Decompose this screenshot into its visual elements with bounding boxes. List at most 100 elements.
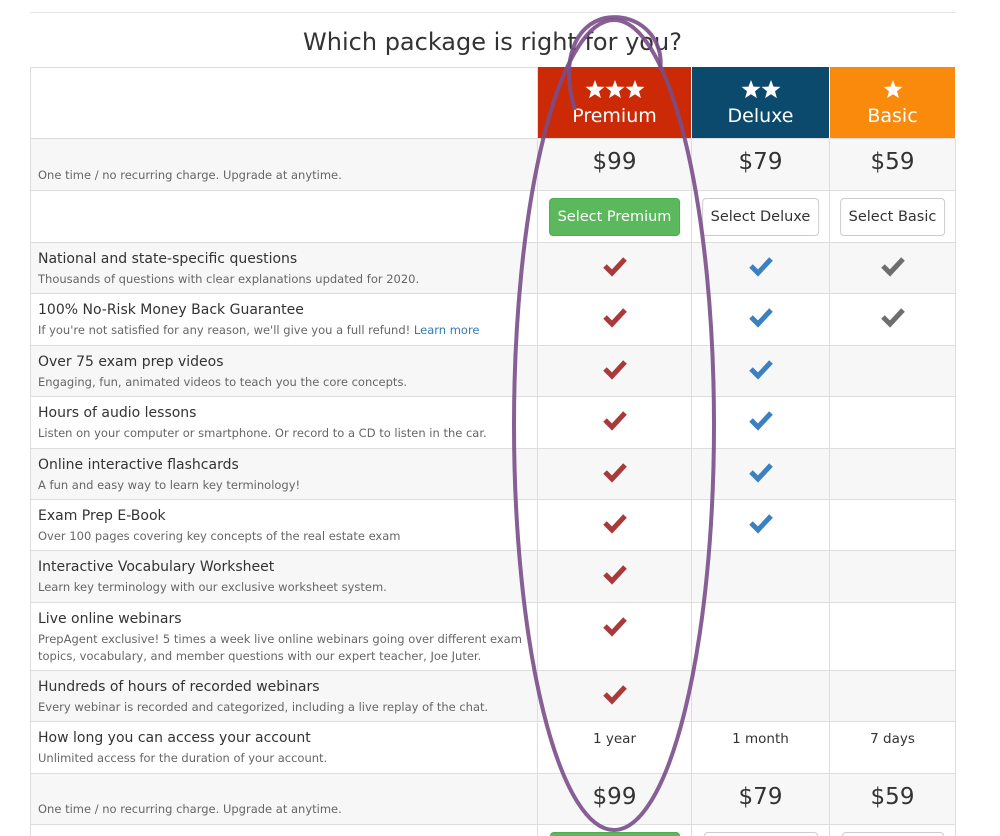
access-value-cell: 1 year	[538, 722, 692, 775]
feature-desc: Thousands of questions with clear explan…	[38, 271, 528, 288]
plan-name: Deluxe	[727, 105, 794, 127]
feature-desc-text: Over 100 pages covering key concepts of …	[38, 529, 401, 543]
star	[883, 80, 902, 99]
check-cell	[692, 243, 830, 295]
star	[605, 80, 624, 99]
check-stroke	[748, 360, 773, 380]
check-cell	[830, 448, 956, 500]
feature-desc-text: Engaging, fun, animated videos to teach …	[38, 374, 408, 389]
feature-title: Hours of audio lessons	[38, 405, 197, 422]
feature-desc: Every webinar is recorded and categorize…	[38, 699, 528, 716]
button-label-cell	[30, 191, 538, 243]
access-desc: Unlimited access for the duration of you…	[38, 751, 328, 766]
price: $79	[738, 784, 783, 811]
check-cell	[692, 670, 830, 723]
feature-desc: Over 100 pages covering key concepts of …	[38, 528, 528, 545]
access-value: 1 year	[593, 731, 636, 748]
stars	[585, 80, 644, 99]
select-button[interactable]: Select Basic	[839, 198, 946, 236]
feature-desc-text: Thousands of questions with clear explan…	[38, 272, 420, 286]
access-value: 7 days	[870, 731, 915, 748]
checkmark	[602, 514, 627, 534]
feature-title: National and state-specific questions	[38, 251, 298, 267]
check-cell	[538, 397, 692, 449]
checkmark	[748, 514, 773, 534]
button-cell	[538, 825, 692, 836]
feature-cell: Online interactive flashcards A fun and e…	[30, 448, 538, 500]
access-title: How long you can access your account	[38, 730, 311, 747]
check-cell	[692, 397, 830, 449]
feature-desc: PrepAgent exclusive! 5 times a week live…	[38, 631, 528, 665]
star	[741, 80, 760, 99]
check-cell	[830, 294, 956, 346]
check-cell	[830, 670, 956, 723]
check-cell	[692, 500, 830, 552]
checkmark	[602, 257, 627, 277]
feature-title: Hundreds of hours of recorded webinars	[38, 678, 320, 695]
learn-more-link[interactable]: Learn more	[413, 323, 480, 338]
check-stroke	[602, 685, 627, 705]
button-cell	[692, 825, 830, 836]
check-cell	[538, 294, 692, 346]
checkmark	[748, 360, 773, 380]
checkmark	[880, 257, 905, 277]
price-note: One time / no recurring charge. Upgrade …	[38, 802, 342, 817]
checkmark	[602, 685, 627, 705]
check-cell	[830, 500, 956, 552]
stars	[741, 80, 780, 99]
plan-name: Premium	[572, 105, 657, 127]
check-cell	[692, 602, 830, 671]
check-stroke	[748, 514, 773, 534]
feature-title: Exam Prep E-Book	[38, 508, 166, 524]
check-cell	[830, 602, 956, 671]
check-stroke	[602, 308, 627, 328]
page-title: Which package is right for you?	[303, 28, 682, 56]
check-stroke	[602, 257, 627, 277]
check-stroke	[880, 308, 905, 328]
feature-cell: Interactive Vocabulary Worksheet Learn ke…	[30, 551, 538, 603]
select-button[interactable]	[703, 832, 818, 836]
select-button[interactable]	[841, 832, 944, 836]
divider	[30, 12, 956, 13]
feature-cell: 100% No-Risk Money Back Guarantee If you'…	[30, 294, 538, 346]
access-cell: How long you can access your account Unli…	[30, 722, 538, 775]
star	[585, 80, 604, 99]
check-cell	[830, 243, 956, 295]
checkmark	[602, 565, 627, 585]
stars	[883, 80, 902, 99]
feature-desc: Learn key terminology with our exclusive…	[38, 579, 528, 596]
feature-title: Interactive Vocabulary Worksheet	[38, 559, 275, 576]
check-stroke	[880, 257, 905, 277]
check-stroke	[748, 308, 773, 328]
button-cell: Select Basic	[830, 191, 956, 243]
feature-title: 100% No-Risk Money Back Guarantee	[38, 302, 304, 319]
select-button[interactable]	[549, 832, 680, 836]
check-cell	[538, 500, 692, 552]
select-button[interactable]: Select Premium	[548, 198, 681, 236]
feature-desc-text: PrepAgent exclusive! 5 times a week live…	[38, 631, 522, 663]
check-stroke	[602, 462, 627, 483]
check-cell	[830, 397, 956, 449]
check-cell	[538, 448, 692, 500]
checkmark	[748, 462, 773, 483]
checkmark	[602, 411, 627, 431]
select-button[interactable]: Select Deluxe	[701, 198, 820, 236]
button-cell: Select Deluxe	[692, 191, 830, 243]
feature-desc: Engaging, fun, animated videos to teach …	[38, 374, 528, 391]
price: $59	[870, 149, 915, 175]
feature-cell: Live online webinars PrepAgent exclusive!…	[30, 602, 538, 671]
access-value-cell: 1 month	[692, 722, 830, 775]
check-stroke	[602, 411, 627, 431]
check-stroke	[602, 514, 627, 534]
feature-cell: National and state-specific questions Tho…	[30, 243, 538, 295]
check-cell	[538, 345, 692, 398]
check-cell	[830, 551, 956, 603]
star	[761, 80, 780, 99]
button-label-cell	[30, 825, 538, 836]
check-cell	[538, 243, 692, 295]
price: $79	[738, 149, 783, 175]
price-cell: $59	[830, 139, 956, 191]
price-cell: $99	[538, 139, 692, 191]
check-cell	[538, 551, 692, 603]
check-cell	[538, 602, 692, 671]
